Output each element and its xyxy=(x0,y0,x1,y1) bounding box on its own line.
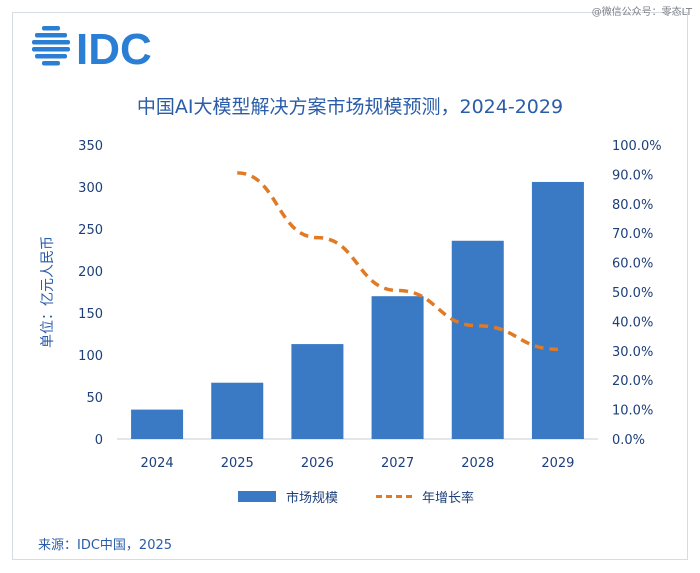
x-tick-label: 2025 xyxy=(221,456,254,471)
idc-globe-icon xyxy=(32,26,70,66)
y-tick-label: 250 xyxy=(78,223,103,238)
chart-legend: 市场规模 年增长率 xyxy=(238,487,474,506)
chart-plot: 0 50 100 150 200 250 300 350 0.0% 10.0% 20.0% 30.0%… xyxy=(40,139,662,471)
x-tick-label: 2026 xyxy=(301,456,334,471)
idc-logo-text: IDC xyxy=(76,25,152,70)
legend-swatch-bar xyxy=(238,491,276,502)
bar-2029 xyxy=(531,181,584,439)
y-tick-label: 50 xyxy=(86,391,103,406)
watermark: @微信公众号：零态LT xyxy=(591,7,692,18)
y2-tick-label: 30.0% xyxy=(612,345,653,360)
y-tick-label: 300 xyxy=(78,181,103,196)
source-note: 来源：IDC中国，2025 xyxy=(38,538,173,553)
chart-title: 中国AI大模型解决方案市场规模预测，2024-2029 xyxy=(136,96,564,118)
y2-tick-label: 60.0% xyxy=(612,257,653,272)
y2-tick-label: 90.0% xyxy=(612,168,653,183)
x-tick-label: 2024 xyxy=(141,456,174,471)
x-tick-label: 2028 xyxy=(461,456,494,471)
bar-2025 xyxy=(211,382,264,439)
y-tick-label: 100 xyxy=(78,349,103,364)
y-axis-label: 单位：亿元人民币 xyxy=(40,236,56,348)
bar-2026 xyxy=(291,344,344,439)
y2-tick-label: 40.0% xyxy=(612,315,653,330)
x-tick-label: 2027 xyxy=(381,456,414,471)
x-tick-label: 2029 xyxy=(541,456,574,471)
legend-label-bar: 市场规模 xyxy=(286,491,339,506)
y-tick-label: 150 xyxy=(78,307,103,322)
idc-logo: IDC xyxy=(32,25,152,70)
legend-label-line: 年增长率 xyxy=(422,491,475,506)
y-tick-label: 350 xyxy=(78,139,103,154)
bar-2024 xyxy=(131,409,184,439)
y2-tick-label: 50.0% xyxy=(612,286,653,301)
y2-tick-label: 80.0% xyxy=(612,198,653,213)
bar-2028 xyxy=(451,240,504,439)
y-tick-label: 200 xyxy=(78,265,103,280)
y-tick-label: 0 xyxy=(95,433,103,448)
legend-swatch-line xyxy=(376,495,413,498)
bar-2027 xyxy=(371,296,424,439)
y2-tick-label: 0.0% xyxy=(612,433,645,448)
y2-tick-label: 70.0% xyxy=(612,227,653,242)
y2-tick-label: 20.0% xyxy=(612,374,653,389)
y2-tick-label: 10.0% xyxy=(612,404,653,419)
growth-rate-line xyxy=(237,171,558,352)
y2-tick-label: 100.0% xyxy=(612,139,662,154)
